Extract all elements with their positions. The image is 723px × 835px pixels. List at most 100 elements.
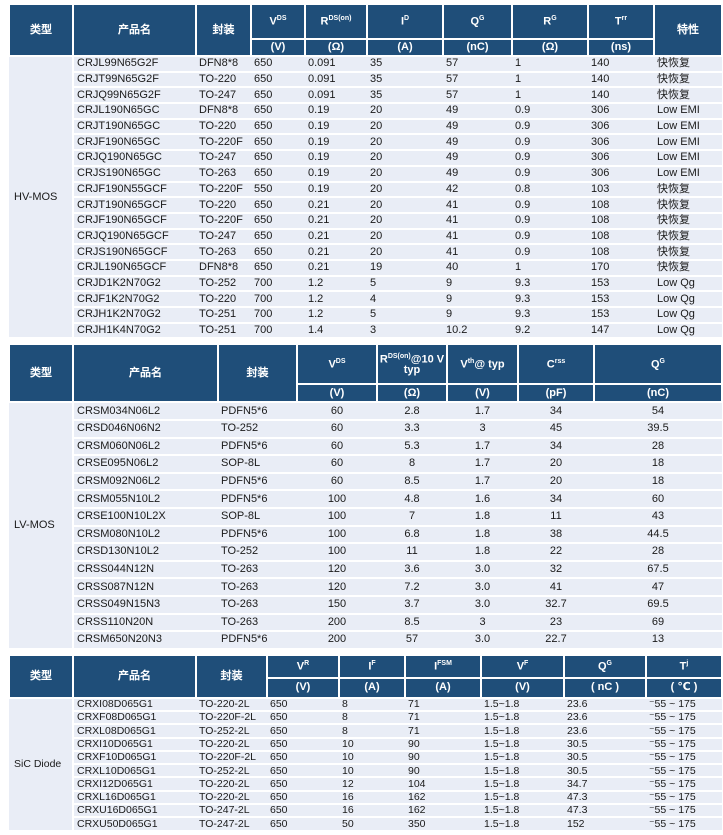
cell: 9.3 [512, 291, 588, 308]
table-row: SiC Diode CRXI08D065G1 TO-220-2L 650 8 71 1.5~… [9, 697, 722, 832]
cell: 49 [443, 118, 512, 136]
column-header: IFSM [404, 653, 482, 679]
column-header: VDS [296, 343, 378, 386]
cell: 3.0 [447, 578, 518, 597]
cell: 30.5 [564, 764, 646, 779]
cell: 12 [339, 777, 405, 792]
table-row: CRSS087N12N TO-263 120 7.2 3.0 41 47 [9, 578, 722, 597]
cell: 20 [367, 165, 443, 183]
cell: CRSE095N06L2 [73, 455, 218, 474]
column-header: 封装 [217, 343, 298, 404]
cell: 3.3 [377, 419, 447, 439]
cell: 700 [251, 307, 305, 324]
cell: TO-220F [196, 134, 251, 152]
cell: 2.8 [377, 402, 447, 421]
cell: 0.21 [305, 228, 367, 246]
column-unit: (V) [296, 383, 378, 404]
table-row: CRSM092N06L2 PDFN5*6 60 8.5 1.7 20 18 [9, 472, 722, 492]
table-row: CRJL190N65GC DFN8*8 650 0.19 20 49 0.9 306 Low E… [9, 103, 722, 120]
table-row: LV-MOS CRSM034N06L2 PDFN5*6 60 2.8 1.7 34 54 [9, 402, 722, 650]
cell: CRXU50D065G1 [73, 817, 196, 832]
column-header: 特性 [653, 3, 723, 57]
cell: 3.7 [377, 595, 447, 615]
cell: 快恢复 [654, 212, 722, 230]
cell: 0.19 [305, 118, 367, 136]
column-header: 产品名 [72, 343, 219, 404]
cell: 650 [251, 134, 305, 152]
hv-mos-header: 类型 产品名 封装 VDS RDS(on) ID QG RG Trr 特性 (V) (Ω) (A) (nC… [8, 3, 723, 57]
cell: 1 [512, 56, 588, 73]
cell: 650 [267, 817, 339, 832]
cell: Low EMI [654, 103, 722, 120]
hv-mos-body: HV-MOS CRJL99N65G2F DFN8*8 650 0.091 35 57 1 140… [9, 56, 722, 340]
cell: CRJH1K4N70G2 [73, 322, 196, 340]
column-header: QG [442, 3, 513, 40]
cell: 700 [251, 322, 305, 340]
cell: 140 [588, 56, 654, 73]
cell: 108 [588, 244, 654, 261]
cell: 9.3 [512, 275, 588, 293]
cell: 200 [297, 613, 377, 633]
symbol-subscript: FSM [437, 659, 452, 667]
table-row: CRJD1K2N70G2 TO-252 700 1.2 5 9 9.3 153 Low Qg [9, 275, 722, 293]
cell: 0.9 [512, 134, 588, 152]
cell: 140 [588, 87, 654, 105]
table-row: CRXU50D065G1 TO-247-2L 650 50 350 1.5~1.8 152 ⁻… [9, 817, 722, 832]
cell: PDFN5*6 [218, 402, 297, 421]
cell: CRXL10D065G1 [73, 764, 196, 779]
cell: 60 [297, 472, 377, 492]
cell: 140 [588, 71, 654, 89]
table-row: CRJF190N65GC TO-220F 650 0.19 20 49 0.9 306 Low … [9, 134, 722, 152]
cell: 650 [267, 750, 339, 766]
cell: 1.5~1.8 [481, 790, 564, 806]
table-row: CRJQ99N65G2F TO-247 650 0.091 35 57 1 140 快恢复 [9, 87, 722, 105]
cell: 23.6 [564, 697, 646, 713]
cell: 40 [443, 259, 512, 277]
cell: 1.4 [305, 322, 367, 340]
symbol-subscript: G [659, 358, 665, 366]
cell: 1.6 [447, 490, 518, 509]
cell: 42 [443, 181, 512, 199]
column-unit: (Ω) [376, 383, 448, 404]
table-row: CRJT190N65GC TO-220 650 0.19 20 49 0.9 306 Low E… [9, 118, 722, 136]
cell: TO-220F [196, 181, 251, 199]
cell: 0.21 [305, 259, 367, 277]
cell: TO-247 [196, 228, 251, 246]
cell: 35 [367, 71, 443, 89]
cell: 0.21 [305, 197, 367, 214]
column-header: 封装 [195, 653, 268, 699]
cell: ⁻55 ~ 175 [646, 750, 722, 766]
cell: 1.8 [447, 507, 518, 527]
cell: 3.0 [447, 631, 518, 650]
cell: 90 [405, 737, 481, 752]
cell: 650 [267, 777, 339, 792]
cell: 10 [339, 750, 405, 766]
column-unit: ( nC ) [563, 676, 647, 699]
table-row: CRJS190N65GCF TO-263 650 0.21 20 41 0.9 108 快恢复 [9, 244, 722, 261]
column-unit: (A) [366, 38, 444, 57]
cell: 1.5~1.8 [481, 777, 564, 792]
cell: 32.7 [518, 595, 594, 615]
cell: CRJF1K2N70G2 [73, 291, 196, 308]
cell: CRJH1K2N70G2 [73, 307, 196, 324]
cell: SOP-8L [218, 507, 297, 527]
cell: 90 [405, 764, 481, 779]
column-unit: (V) [266, 676, 340, 699]
cell: 23.6 [564, 724, 646, 739]
cell: 3 [367, 322, 443, 340]
table-row: CRSD046N06N2 TO-252 60 3.3 3 45 39.5 [9, 419, 722, 439]
cell: CRJL99N65G2F [73, 56, 196, 73]
cell: CRJF190N65GC [73, 134, 196, 152]
column-unit: (A) [404, 676, 482, 699]
cell: ⁻55 ~ 175 [646, 697, 722, 713]
column-header: RDS(on) [304, 3, 368, 40]
cell: 8 [339, 710, 405, 726]
cell: 71 [405, 710, 481, 726]
cell: ⁻55 ~ 175 [646, 790, 722, 806]
cell: 20 [518, 455, 594, 474]
cell: 8 [339, 697, 405, 713]
cell: 306 [588, 134, 654, 152]
column-header: VF [480, 653, 565, 679]
column-unit: (ns) [587, 38, 655, 57]
cell: 0.19 [305, 103, 367, 120]
